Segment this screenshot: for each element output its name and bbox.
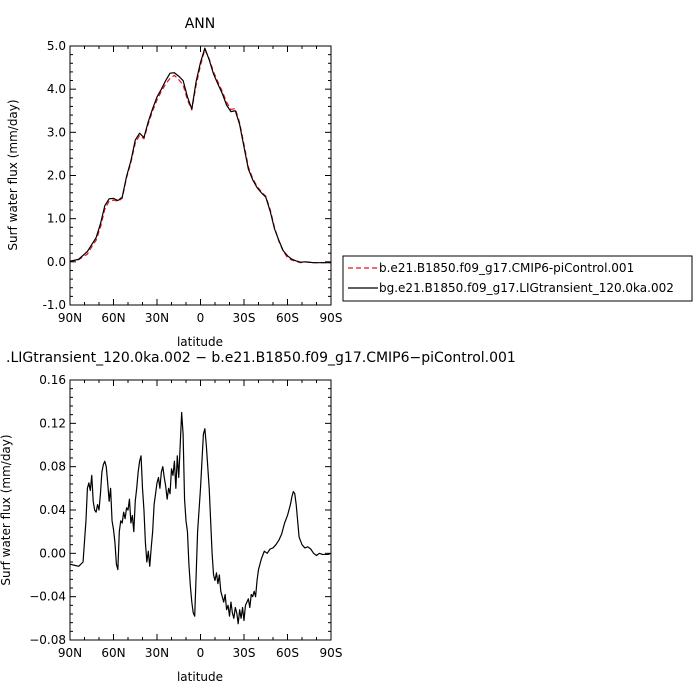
bottom-panel: .LIGtransient_120.0ka.002 − b.e21.B1850.… xyxy=(0,350,516,684)
bottom-x-axis-label: latitude xyxy=(177,670,223,684)
bottom-x-tick-label: 60N xyxy=(101,646,125,660)
bottom-x-tick-label: 0 xyxy=(197,646,205,660)
top-x-axis-label: latitude xyxy=(177,335,223,349)
bottom-x-tick-label: 60S xyxy=(276,646,299,660)
legend-label-lig: bg.e21.B1850.f09_g17.LIGtransient_120.0k… xyxy=(379,281,674,295)
top-x-tick-label: 30S xyxy=(233,311,256,325)
bottom-x-tick-label: 30N xyxy=(145,646,169,660)
top-series-line-1 xyxy=(69,47,331,264)
top-panel: ANN 90N 60N 30N 0 30S 60S 90S -1.0 0.0 1.0 2.0 3.0 4… xyxy=(6,16,693,349)
bottom-y-tick-label: 0.12 xyxy=(39,416,66,430)
top-x-tick-label: 90S xyxy=(320,311,343,325)
top-x-tick-label: 30N xyxy=(145,311,169,325)
bottom-y-axis-label: Surf water flux (mm/day) xyxy=(0,434,13,585)
bottom-y-tick-label: 0.08 xyxy=(39,460,66,474)
top-y-tick-label: 5.0 xyxy=(47,39,66,53)
top-y-tick-label: 0.0 xyxy=(47,255,66,269)
bottom-x-tick-label: 90N xyxy=(58,646,82,660)
bottom-y-tick-label: 0.04 xyxy=(39,503,66,517)
top-series-line-0 xyxy=(69,48,331,264)
bottom-x-tick-label: 90S xyxy=(320,646,343,660)
top-y-tick-label: 4.0 xyxy=(47,82,66,96)
top-plot-frame xyxy=(69,45,332,306)
legend: b.e21.B1850.f09_g17.CMIP6-piControl.001 … xyxy=(342,255,693,302)
bottom-y-tick-label: 0.16 xyxy=(39,373,66,387)
top-x-tick-label: 90N xyxy=(58,311,82,325)
top-x-tick-label: 0 xyxy=(197,311,205,325)
top-x-tick-label: 60N xyxy=(101,311,125,325)
bottom-series-line-0 xyxy=(69,411,332,625)
bottom-chart-title: .LIGtransient_120.0ka.002 − b.e21.B1850.… xyxy=(6,350,516,366)
top-chart-title: ANN xyxy=(185,16,216,32)
bottom-y-tick-label: −0.08 xyxy=(29,633,66,647)
bottom-y-tick-label: 0.00 xyxy=(39,546,66,560)
bottom-x-tick-label: 30S xyxy=(233,646,256,660)
legend-box xyxy=(342,255,693,302)
top-y-tick-label: 1.0 xyxy=(47,212,66,226)
top-y-axis-label: Surf water flux (mm/day) xyxy=(6,99,20,250)
top-x-tick-label: 60S xyxy=(276,311,299,325)
bottom-y-tick-label: −0.04 xyxy=(29,590,66,604)
legend-label-control: b.e21.B1850.f09_g17.CMIP6-piControl.001 xyxy=(379,261,634,275)
top-y-tick-label: 3.0 xyxy=(47,125,66,139)
top-y-tick-label: 2.0 xyxy=(47,169,66,183)
top-y-tick-label: -1.0 xyxy=(43,298,66,312)
bottom-plot-frame xyxy=(69,379,332,641)
